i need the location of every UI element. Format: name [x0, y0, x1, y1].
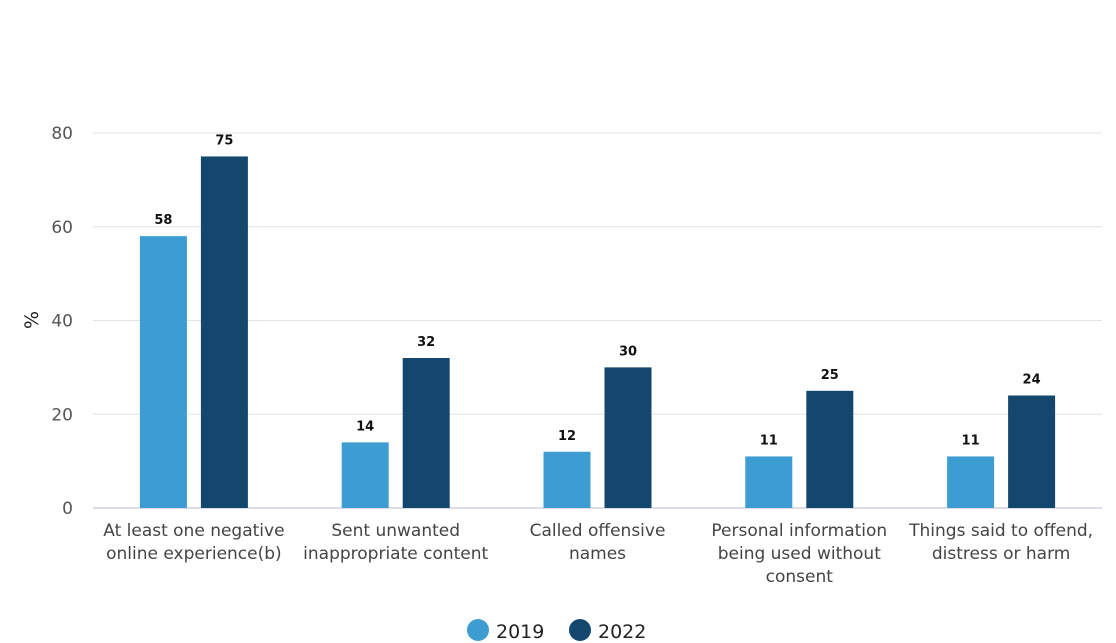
legend-label: 2019 [496, 621, 544, 643]
x-category-label: online experience(b) [106, 544, 282, 564]
bar-2019-1 [341, 442, 389, 508]
bar-2019-3 [745, 456, 793, 508]
x-category-label: Personal information [711, 521, 887, 541]
y-tick-label: 40 [51, 312, 73, 332]
bar-2022-1 [402, 358, 450, 508]
bar-2022-4 [1008, 395, 1056, 508]
data-label: 12 [558, 429, 576, 444]
x-category-label: distress or harm [932, 544, 1070, 564]
x-category-label: At least one negative [103, 521, 284, 541]
x-category-label: consent [766, 567, 834, 587]
data-label: 11 [962, 433, 980, 448]
y-axis-ticks: 0 20 40 60 80 [51, 124, 73, 519]
bar-2019-4 [947, 456, 995, 508]
data-label: 75 [215, 133, 233, 148]
x-category-label: being used without [718, 544, 881, 564]
x-axis-categories: At least one negative online experience(b… [103, 521, 1093, 587]
legend-swatch-2022 [569, 619, 591, 641]
legend-swatch-2019 [467, 619, 489, 641]
bar-2022-2 [604, 367, 652, 508]
legend-label: 2022 [598, 621, 646, 643]
x-category-label: Things said to offend, [908, 521, 1093, 541]
data-labels: 58 75 14 32 12 30 11 25 11 24 [154, 133, 1040, 448]
data-label: 30 [619, 344, 637, 359]
bar-2022-3 [806, 390, 854, 508]
x-category-label: names [569, 544, 626, 564]
bar-2022-0 [200, 156, 248, 508]
y-tick-label: 60 [51, 218, 73, 238]
bar-2019-2 [543, 451, 591, 508]
bars [139, 156, 1056, 508]
data-label: 11 [760, 433, 778, 448]
y-axis-title: % [21, 311, 43, 329]
data-label: 24 [1023, 373, 1041, 388]
bar-2019-0 [139, 236, 187, 508]
data-label: 32 [417, 335, 435, 350]
x-category-label: Called offensive [530, 521, 666, 541]
x-category-label: inappropriate content [303, 544, 488, 564]
legend: 2019 2022 [467, 619, 646, 643]
y-tick-label: 0 [62, 499, 73, 519]
y-tick-label: 20 [51, 405, 73, 425]
data-label: 14 [356, 419, 374, 434]
y-tick-label: 80 [51, 124, 73, 144]
gridlines [93, 132, 1102, 509]
data-label: 25 [821, 368, 839, 383]
x-category-label: Sent unwanted [331, 521, 460, 541]
data-label: 58 [154, 213, 172, 228]
